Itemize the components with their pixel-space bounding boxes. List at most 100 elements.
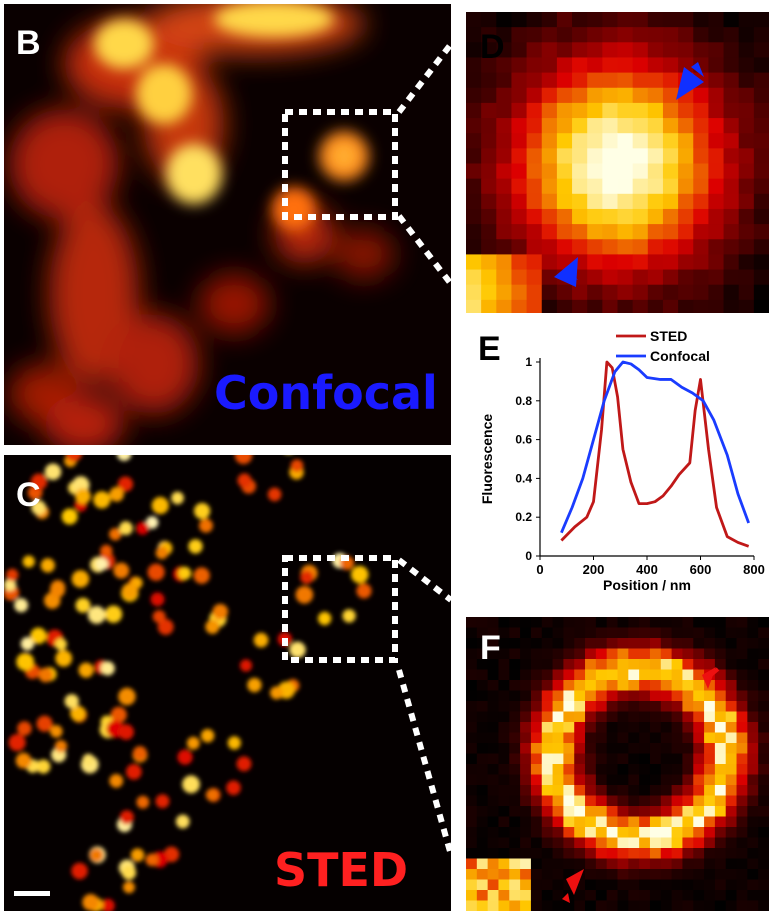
pixel <box>602 224 618 240</box>
pixel <box>704 648 716 660</box>
pixel <box>660 774 673 786</box>
sted-spot <box>87 606 106 624</box>
pixel <box>466 648 478 660</box>
pixel <box>552 753 564 765</box>
pixel <box>758 669 769 681</box>
y-axis-label: Fluorescence <box>479 414 495 504</box>
pixel <box>662 193 679 210</box>
pixel <box>682 690 694 702</box>
pixel <box>530 764 543 775</box>
pixel <box>606 743 618 754</box>
pixel <box>725 617 738 628</box>
sted-spot <box>199 518 213 533</box>
pixel <box>541 753 554 765</box>
pixel <box>723 208 740 225</box>
pixel <box>725 858 738 870</box>
pixel <box>632 87 649 104</box>
pixel <box>736 837 748 849</box>
sted-spot <box>5 568 19 582</box>
pixel <box>714 816 727 828</box>
pixel <box>628 806 640 817</box>
pixel <box>552 900 564 911</box>
pixel <box>747 617 759 628</box>
pixel <box>466 785 478 796</box>
pixel <box>617 753 629 765</box>
pixel <box>723 57 740 74</box>
pixel <box>639 806 651 817</box>
pixel <box>714 806 727 817</box>
pixel <box>660 638 673 649</box>
pixel <box>617 680 629 691</box>
pixel <box>585 879 597 891</box>
pixel <box>572 57 588 74</box>
pixel <box>498 743 510 754</box>
pixel <box>671 648 683 660</box>
pixel <box>649 837 662 849</box>
pixel <box>606 711 618 723</box>
pixel <box>498 711 510 723</box>
pixel <box>606 722 618 733</box>
sted-spot <box>54 638 67 651</box>
pixel <box>628 753 640 765</box>
pixel <box>632 102 649 119</box>
pixel <box>617 879 629 891</box>
pixel <box>530 785 543 796</box>
pixel <box>487 764 499 775</box>
pixel <box>541 900 554 911</box>
pixel <box>671 764 683 775</box>
sted-spot <box>110 706 127 724</box>
pixel <box>509 774 521 786</box>
pixel <box>476 806 489 817</box>
sted-spot <box>36 759 51 774</box>
pixel <box>520 806 532 817</box>
pixel <box>595 753 608 765</box>
pixel <box>520 774 532 786</box>
pixel <box>574 680 586 691</box>
sted-spot <box>104 605 123 623</box>
pixel <box>693 208 709 225</box>
pixel <box>704 659 716 670</box>
pixel <box>753 178 769 195</box>
pixel <box>736 648 748 660</box>
pixel <box>476 659 489 670</box>
pixel <box>628 711 640 723</box>
pixel <box>602 27 618 43</box>
pixel <box>671 690 683 702</box>
pixel <box>628 837 640 849</box>
pixel <box>487 732 499 744</box>
pixel <box>572 193 588 210</box>
pixel <box>530 722 543 733</box>
pixel <box>509 879 521 891</box>
pixel <box>682 774 694 786</box>
pixel <box>595 816 608 828</box>
pixel <box>704 816 716 828</box>
pixel <box>585 711 597 723</box>
pixel <box>758 858 769 870</box>
pixel <box>602 269 618 286</box>
pixel <box>617 42 634 58</box>
pixel <box>693 254 709 271</box>
pixel <box>511 12 528 28</box>
pixel <box>530 659 543 670</box>
pixel <box>466 879 478 891</box>
pixel <box>662 102 679 119</box>
pixel <box>725 879 738 891</box>
sted-spot <box>31 500 46 515</box>
sted-spot <box>75 488 91 505</box>
pixel <box>682 638 694 649</box>
pixel <box>617 57 634 74</box>
pixel <box>487 795 499 807</box>
pixel <box>758 690 769 702</box>
pixel <box>639 690 651 702</box>
pixel <box>541 102 558 119</box>
confocal-zoom-pixels <box>466 12 769 313</box>
sted-spot <box>119 521 133 536</box>
pixel <box>466 900 478 911</box>
zoom-box-c <box>282 555 398 663</box>
pixel <box>753 72 769 89</box>
pixel <box>520 816 532 828</box>
pixel <box>747 774 759 786</box>
pixel <box>725 837 738 849</box>
pixel <box>511 163 528 180</box>
sted-spot <box>300 570 314 584</box>
